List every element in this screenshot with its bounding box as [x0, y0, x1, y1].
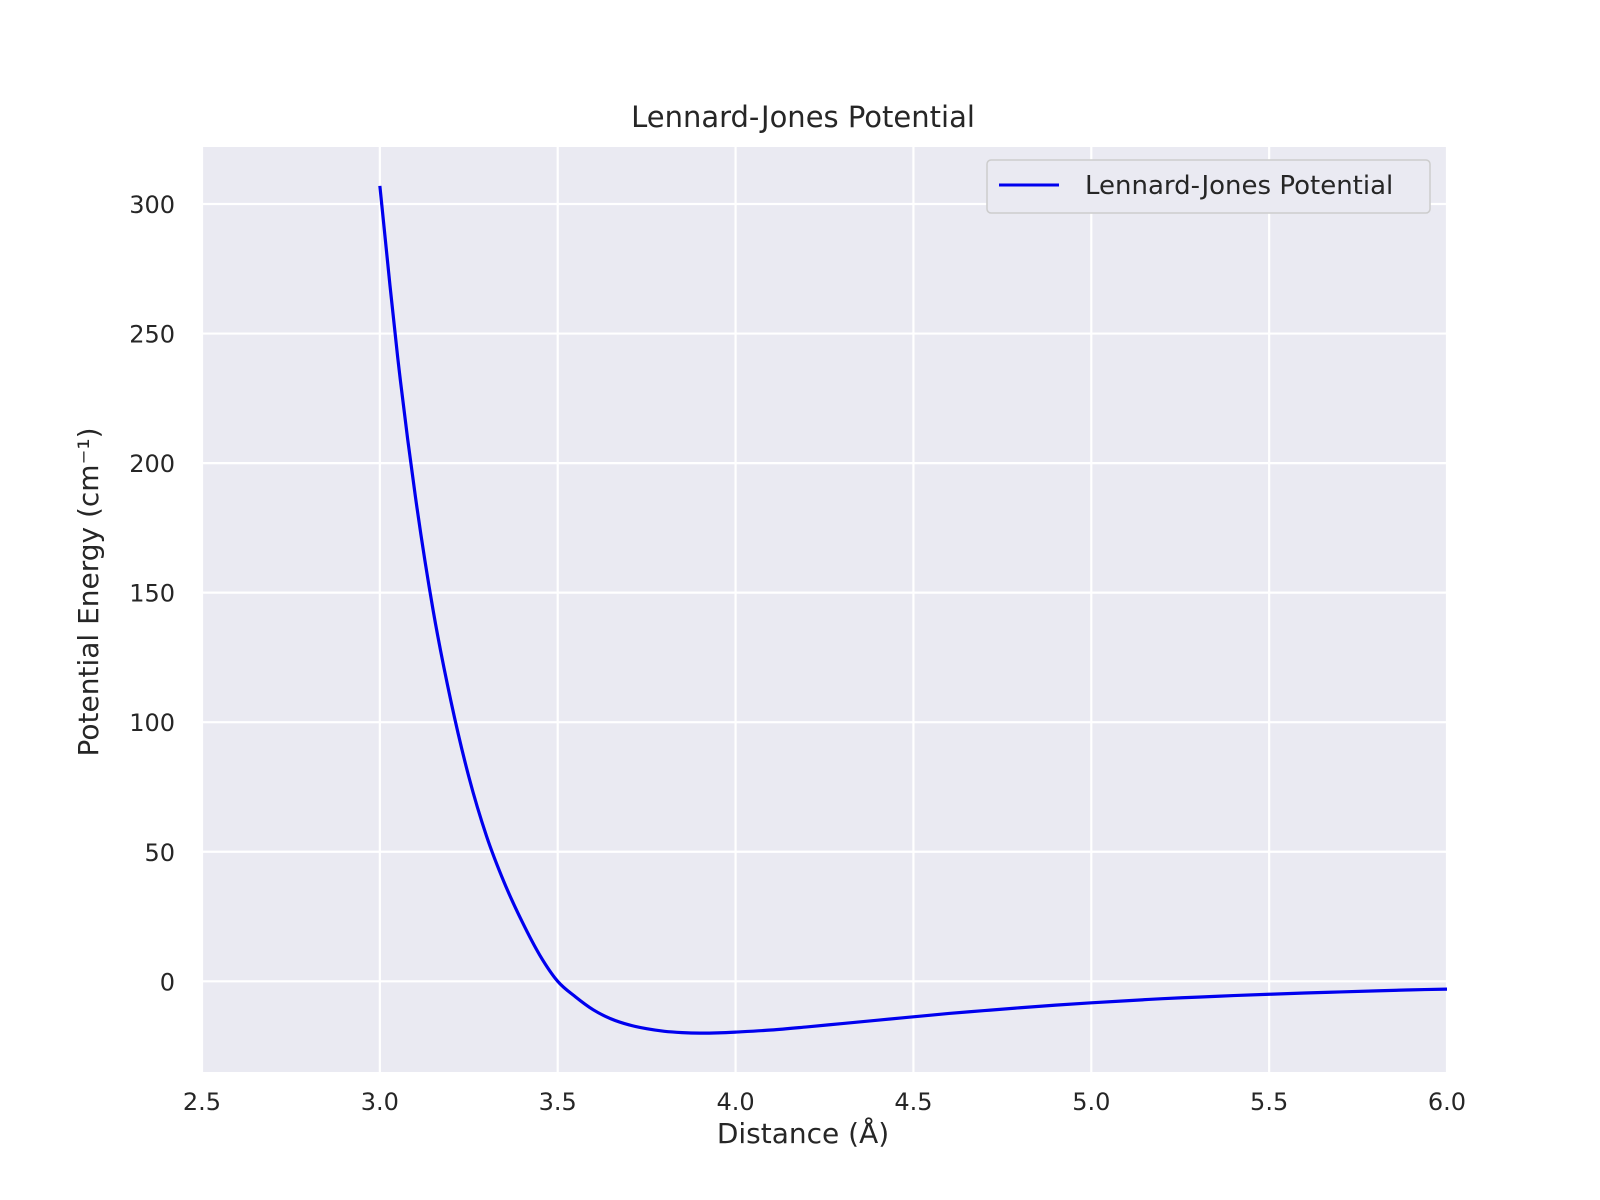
- x-tick-label: 3.0: [361, 1088, 399, 1116]
- y-tick-label: 100: [129, 709, 175, 737]
- y-tick-label: 250: [129, 321, 175, 349]
- y-axis-label: Potential Energy (cm⁻¹): [72, 427, 105, 756]
- y-tick-labels: 0 50 100 150 200 250 300: [129, 191, 175, 996]
- series-layer: [378, 185, 1448, 1035]
- plot-area: [202, 147, 1447, 1072]
- series-line-0: [378, 185, 1448, 1035]
- x-tick-label: 6.0: [1428, 1088, 1466, 1116]
- y-tick-label: 200: [129, 450, 175, 478]
- legend-label: Lennard-Jones Potential: [1085, 171, 1393, 201]
- x-tick-label: 4.0: [716, 1088, 754, 1116]
- legend-box: [986, 159, 1431, 214]
- x-tick-label: 3.5: [539, 1088, 577, 1116]
- y-tick-label: 50: [144, 839, 175, 867]
- x-tick-label: 5.0: [1072, 1088, 1110, 1116]
- x-axis-label: Distance (Å): [717, 1116, 889, 1150]
- y-tick-label: 150: [129, 580, 175, 608]
- x-tick-label: 5.5: [1250, 1088, 1288, 1116]
- legend: Lennard-Jones Potential: [986, 159, 1431, 214]
- chart-title: Lennard-Jones Potential: [631, 100, 975, 134]
- y-tick-label: 0: [160, 968, 175, 996]
- x-tick-labels: 2.5 3.0 3.5 4.0 4.5 5.0 5.5 6.0: [183, 1088, 1466, 1116]
- y-tick-label: 300: [129, 191, 175, 219]
- x-tick-label: 2.5: [183, 1088, 221, 1116]
- x-tick-label: 4.5: [894, 1088, 932, 1116]
